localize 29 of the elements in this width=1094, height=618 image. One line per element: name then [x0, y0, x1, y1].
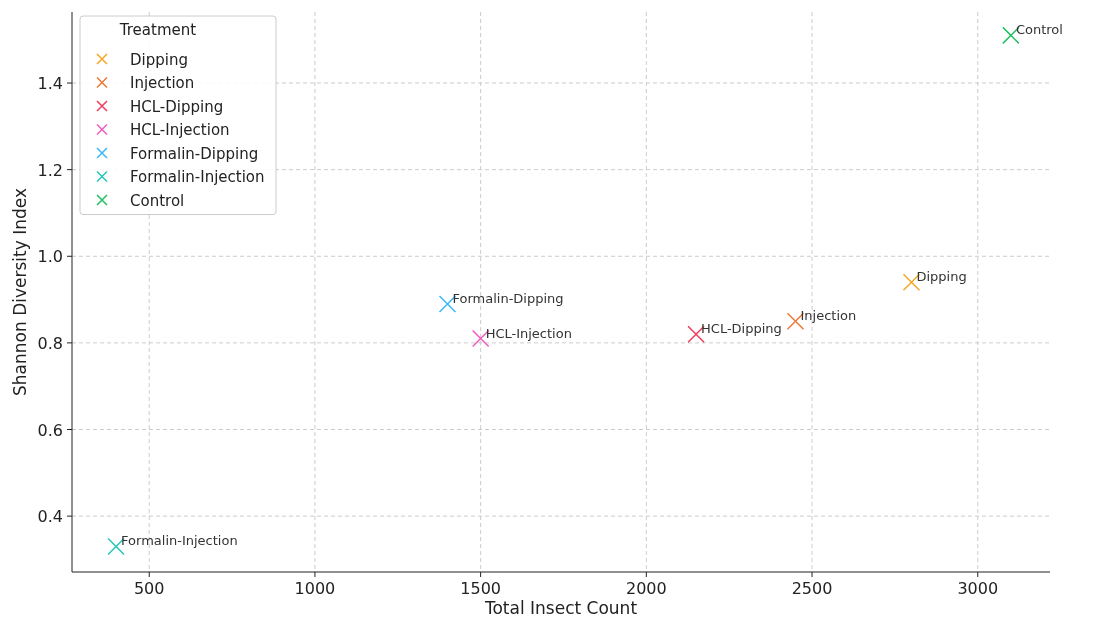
y-tick-label: 1.0 — [37, 247, 63, 267]
legend-label: Dipping — [130, 50, 188, 69]
legend-title: Treatment — [118, 21, 197, 39]
y-tick-label: 0.6 — [37, 420, 63, 440]
legend-label: HCL-Dipping — [130, 97, 224, 116]
y-tick-label: 0.4 — [37, 507, 63, 527]
x-axis-title: Total Insect Count — [483, 598, 638, 618]
annotation: Injection — [800, 308, 857, 324]
x-tick-label: 2500 — [791, 579, 833, 598]
annotation: HCL-Dipping — [701, 321, 782, 337]
annotation: HCL-Injection — [485, 325, 572, 341]
legend-label: Control — [130, 191, 185, 210]
x-tick-label: 2000 — [625, 579, 667, 598]
annotation: Control — [1015, 22, 1063, 38]
annotation: Dipping — [916, 269, 967, 285]
x-tick-label: 500 — [133, 579, 165, 598]
x-tick-label: 1500 — [460, 579, 501, 598]
y-tick-label: 1.4 — [37, 74, 63, 94]
annotation: Formalin-Injection — [121, 533, 238, 549]
legend-label: Injection — [130, 74, 195, 92]
y-axis-title: Shannon Diversity Index — [10, 188, 30, 396]
annotation: Formalin-Dipping — [452, 290, 564, 306]
legend-label: Formalin-Dipping — [130, 144, 259, 163]
x-tick-label: 3000 — [957, 579, 999, 598]
y-tick-label: 0.8 — [37, 333, 63, 353]
x-tick-label: 1000 — [294, 579, 336, 598]
legend-label: HCL-Injection — [130, 121, 230, 139]
legend-label: Formalin-Injection — [130, 168, 265, 186]
y-tick-label: 1.2 — [37, 160, 63, 180]
